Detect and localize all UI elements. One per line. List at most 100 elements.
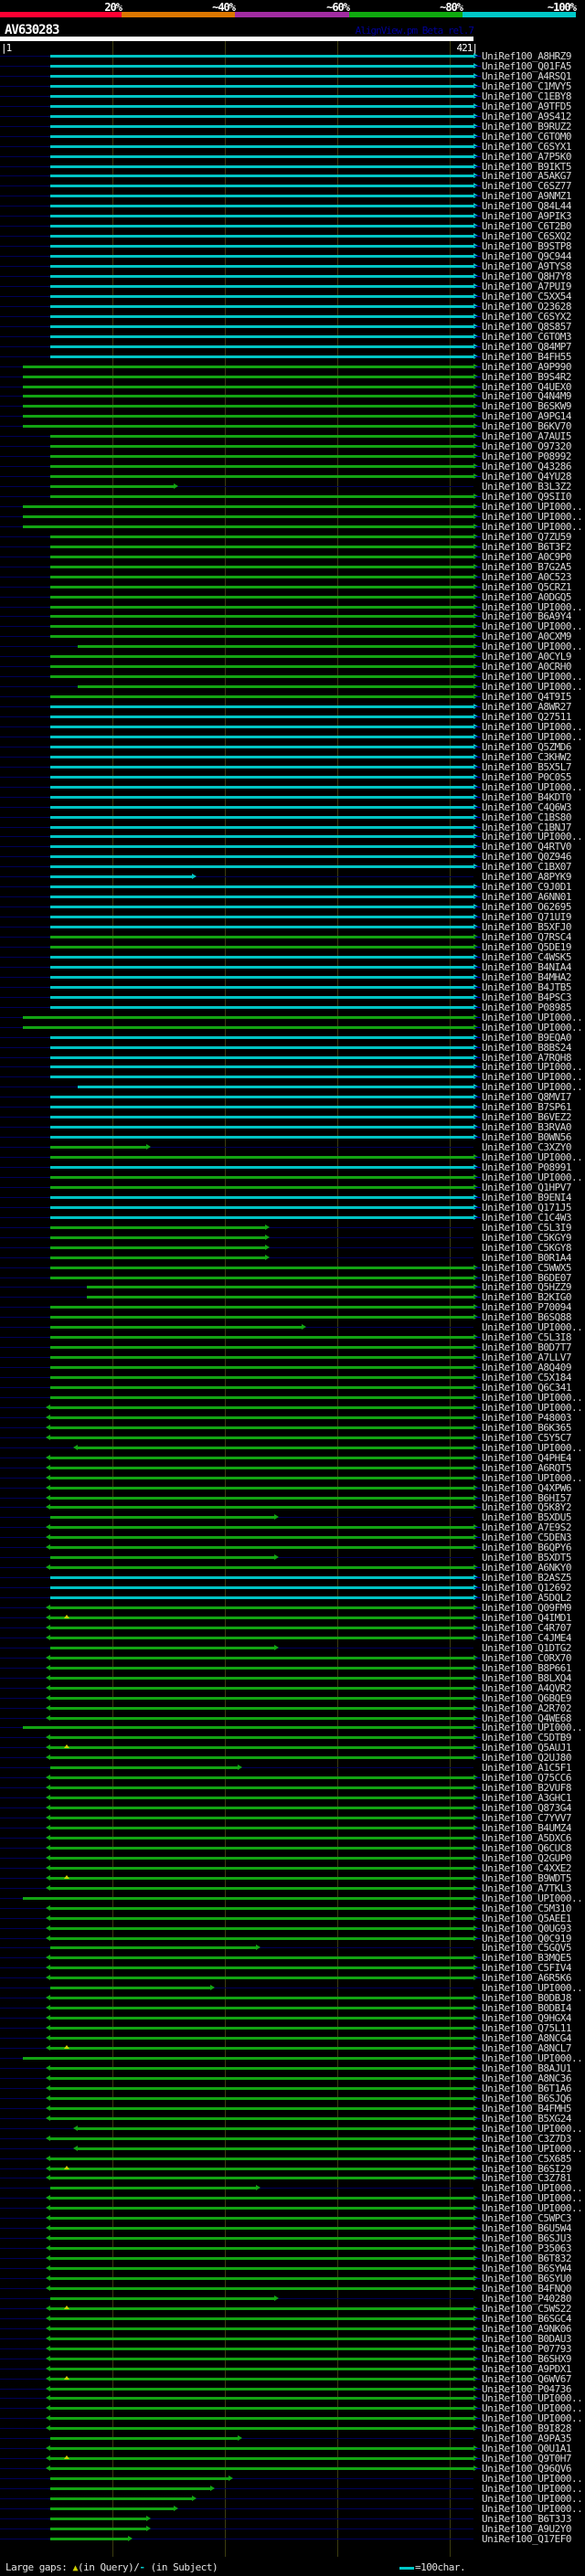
alignment-bar[interactable] — [50, 786, 473, 789]
alignment-bar[interactable] — [50, 1786, 473, 1789]
alignment-bar[interactable] — [50, 1336, 473, 1339]
alignment-bar[interactable] — [78, 685, 473, 688]
alignment-bar[interactable] — [50, 1436, 473, 1439]
hit-label[interactable]: UniRef100_UPI000.. — [482, 2402, 583, 2414]
hit-label[interactable]: UniRef100_O97320 — [482, 440, 571, 452]
alignment-bar[interactable] — [50, 175, 473, 177]
alignment-bar[interactable] — [50, 2397, 473, 2400]
hit-label[interactable]: UniRef100_Q2GUP0 — [482, 1852, 571, 1864]
hit-label[interactable]: UniRef100_C5L3I8 — [482, 1331, 571, 1343]
alignment-bar[interactable] — [50, 1146, 146, 1149]
hit-label[interactable]: UniRef100_UPI000.. — [482, 1722, 583, 1733]
alignment-bar[interactable] — [50, 255, 473, 258]
alignment-bar[interactable] — [50, 1677, 473, 1680]
hit-label[interactable]: UniRef100_B8BS24 — [482, 1042, 571, 1054]
hit-label[interactable]: UniRef100_A9PG14 — [482, 410, 571, 422]
hit-label[interactable]: UniRef100_A0DGQ5 — [482, 591, 571, 603]
hit-label[interactable]: UniRef100_B6SYW4 — [482, 2263, 571, 2274]
alignment-bar[interactable] — [50, 576, 473, 578]
hit-label[interactable]: UniRef100_Q4N4M9 — [482, 390, 571, 402]
alignment-bar[interactable] — [50, 2487, 210, 2490]
alignment-bar[interactable] — [50, 816, 473, 819]
hit-label[interactable]: UniRef100_B5XDT5 — [482, 1552, 571, 1564]
hit-label[interactable]: UniRef100_UPI000.. — [482, 681, 583, 693]
hit-label[interactable]: UniRef100_B6T1A6 — [482, 2083, 571, 2094]
alignment-bar[interactable] — [23, 1726, 473, 1729]
hit-label[interactable]: UniRef100_B5X5L7 — [482, 761, 571, 773]
hit-label[interactable]: UniRef100_C5WWX5 — [482, 1262, 571, 1274]
hit-label[interactable]: UniRef100_B6VEZ2 — [482, 1111, 571, 1123]
alignment-bar[interactable] — [50, 875, 192, 878]
hit-label[interactable]: UniRef100_A0CXM9 — [482, 631, 571, 642]
alignment-bar[interactable] — [50, 1176, 473, 1179]
hit-label[interactable]: UniRef100_C5Y5C7 — [482, 1432, 571, 1444]
alignment-bar[interactable] — [50, 2107, 473, 2110]
alignment-bar[interactable] — [50, 996, 473, 999]
hit-label[interactable]: UniRef100_C6SXQ2 — [482, 230, 571, 242]
alignment-bar[interactable] — [50, 1536, 473, 1539]
alignment-bar[interactable] — [50, 1546, 473, 1549]
alignment-bar[interactable] — [50, 546, 473, 548]
hit-label[interactable]: UniRef100_C7YVV7 — [482, 1812, 571, 1824]
alignment-bar[interactable] — [50, 776, 473, 779]
hit-label[interactable]: UniRef100_B5XG24 — [482, 2113, 571, 2125]
hit-label[interactable]: UniRef100_B0D7T7 — [482, 1341, 571, 1353]
hit-label[interactable]: UniRef100_UPI000.. — [482, 1402, 583, 1414]
hit-label[interactable]: UniRef100_C6TOM0 — [482, 131, 571, 143]
hit-label[interactable]: UniRef100_B6SKW9 — [482, 400, 571, 412]
hit-label[interactable]: UniRef100_C5KGY9 — [482, 1232, 571, 1244]
hit-label[interactable]: UniRef100_Q8S857 — [482, 321, 571, 333]
alignment-bar[interactable] — [50, 2207, 473, 2210]
alignment-bar[interactable] — [50, 736, 473, 738]
hit-label[interactable]: UniRef100_Q75L11 — [482, 2022, 571, 2034]
hit-label[interactable]: UniRef100_UPI000.. — [482, 2473, 583, 2485]
alignment-bar[interactable] — [23, 1026, 473, 1029]
alignment-bar[interactable] — [50, 746, 473, 748]
alignment-bar[interactable] — [50, 2477, 229, 2480]
alignment-bar[interactable] — [50, 1817, 473, 1819]
hit-label[interactable]: UniRef100_A9TYS8 — [482, 260, 571, 272]
hit-label[interactable]: UniRef100_Q17EF0 — [482, 2533, 571, 2545]
alignment-bar[interactable] — [50, 1396, 473, 1399]
hit-label[interactable]: UniRef100_UPI000.. — [482, 641, 583, 652]
alignment-bar[interactable] — [50, 796, 473, 799]
hit-label[interactable]: UniRef100_B7SP61 — [482, 1101, 571, 1113]
alignment-bar[interactable] — [50, 1837, 473, 1839]
hit-label[interactable]: UniRef100_Q0C919 — [482, 1933, 571, 1945]
alignment-bar[interactable] — [50, 1776, 473, 1779]
hit-label[interactable]: UniRef100_B6SYU0 — [482, 2273, 571, 2284]
hit-label[interactable]: UniRef100_B8P661 — [482, 1662, 571, 1674]
hit-label[interactable]: UniRef100_B0DBJ8 — [482, 1992, 571, 2004]
hit-label[interactable]: UniRef100_B4FH55 — [482, 351, 571, 363]
hit-label[interactable]: UniRef100_C1EBY8 — [482, 90, 571, 102]
hit-label[interactable]: UniRef100_Q5K8Y2 — [482, 1501, 571, 1513]
hit-label[interactable]: UniRef100_UPI000.. — [482, 671, 583, 683]
alignment-bar[interactable] — [50, 2518, 146, 2520]
hit-label[interactable]: UniRef100_UPI000.. — [482, 2483, 583, 2495]
hit-label[interactable]: UniRef100_B3L3Z2 — [482, 481, 571, 493]
alignment-bar[interactable] — [50, 1316, 473, 1319]
alignment-bar[interactable] — [50, 1847, 473, 1850]
alignment-bar[interactable] — [50, 475, 473, 478]
alignment-bar[interactable] — [50, 2507, 174, 2510]
hit-label[interactable]: UniRef100_UPI000.. — [482, 1151, 583, 1163]
hit-label[interactable]: UniRef100_Q2UJ80 — [482, 1752, 571, 1764]
hit-label[interactable]: UniRef100_B9STP8 — [482, 240, 571, 252]
alignment-bar[interactable] — [50, 535, 473, 538]
hit-label[interactable]: UniRef100_C9J0D1 — [482, 881, 571, 893]
alignment-bar[interactable] — [50, 445, 473, 448]
hit-label[interactable]: UniRef100_C1BNJ7 — [482, 822, 571, 833]
hit-label[interactable]: UniRef100_B0DAU3 — [482, 2333, 571, 2345]
hit-label[interactable]: UniRef100_B3MQE5 — [482, 1952, 571, 1964]
hit-label[interactable]: UniRef100_Q6WV67 — [482, 2373, 571, 2385]
hit-label[interactable]: UniRef100_Q84L44 — [482, 200, 571, 212]
alignment-bar[interactable] — [50, 235, 473, 238]
hit-label[interactable]: UniRef100_A6NKY0 — [482, 1562, 571, 1574]
hit-label[interactable]: UniRef100_UPI000.. — [482, 1012, 583, 1023]
alignment-bar[interactable] — [50, 976, 473, 979]
hit-label[interactable]: UniRef100_C5M310 — [482, 1903, 571, 1914]
hit-label[interactable]: UniRef100_B2VUF8 — [482, 1782, 571, 1794]
hit-label[interactable]: UniRef100_B3RVA0 — [482, 1121, 571, 1133]
hit-label[interactable]: UniRef100_Q4UEX0 — [482, 381, 571, 393]
alignment-bar[interactable] — [23, 1897, 473, 1900]
